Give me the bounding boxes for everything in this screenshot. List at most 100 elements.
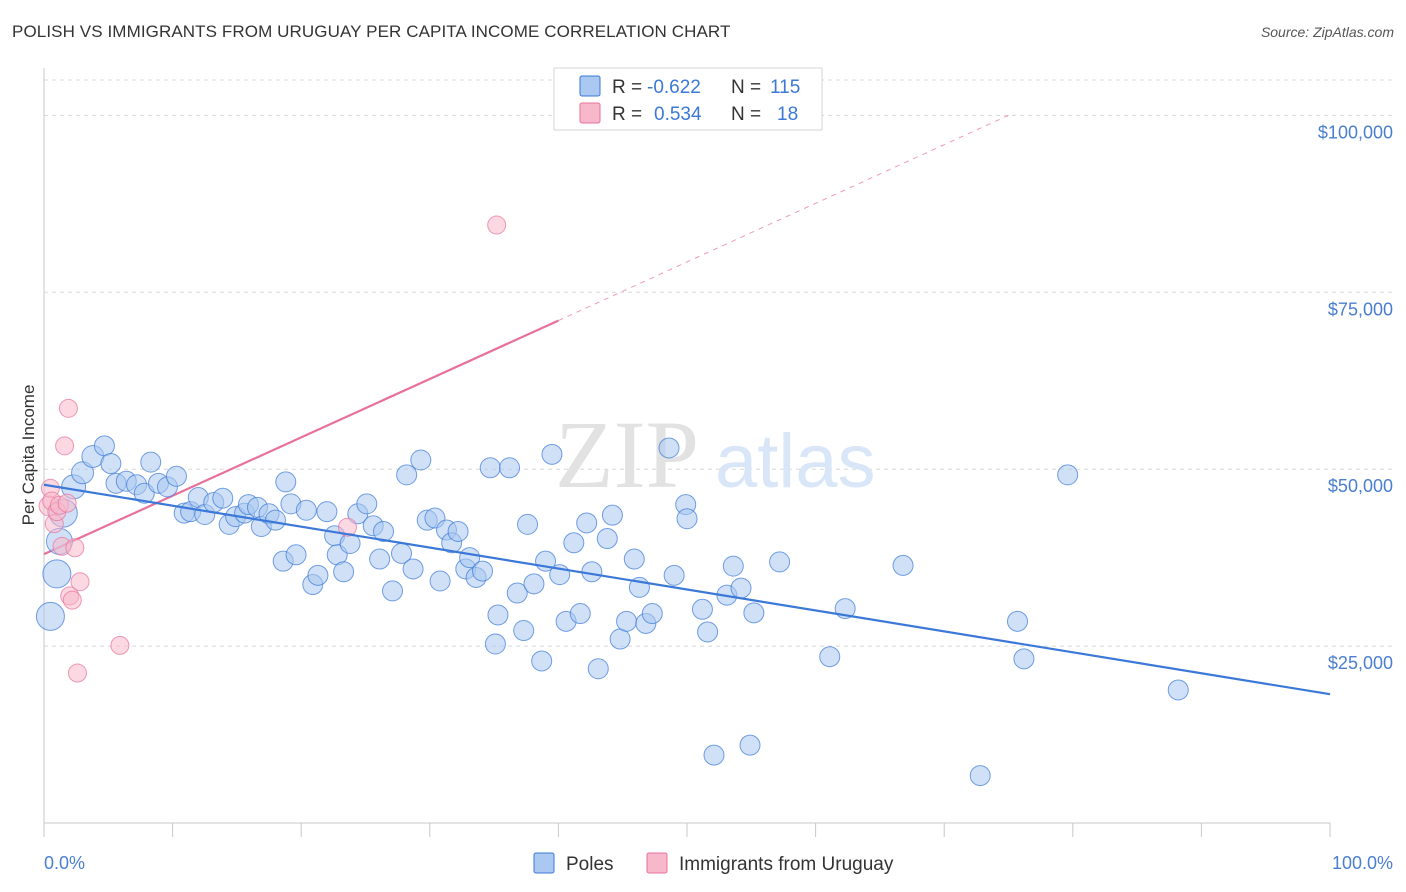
poles-point <box>663 564 685 586</box>
poles-point <box>100 453 122 475</box>
uruguay-point <box>55 436 75 456</box>
poles-trend-line <box>43 483 1331 696</box>
poles-point <box>333 561 355 583</box>
poles-point <box>531 650 553 672</box>
uruguay-point <box>70 572 90 592</box>
poles-point <box>658 437 680 459</box>
poles-point <box>42 559 72 589</box>
legend-r-label-uruguay: R = <box>612 104 642 125</box>
poles-points <box>35 435 1189 787</box>
poles-point <box>35 601 65 631</box>
poles-point <box>697 621 719 643</box>
bottom-swatch-poles <box>533 852 555 874</box>
poles-point <box>410 449 432 471</box>
poles-point <box>641 603 663 625</box>
uruguay-trend-layer <box>43 114 1009 556</box>
poles-point <box>569 603 591 625</box>
poles-point <box>506 582 528 604</box>
poles-point <box>517 513 539 535</box>
correlation-legend: R = -0.622 N = 115 R = 0.534 N = 18 <box>553 67 823 131</box>
poles-point <box>285 544 307 566</box>
poles-point <box>609 628 631 650</box>
poles-point <box>307 564 329 586</box>
uruguay-point <box>487 215 507 235</box>
watermark-atlas: atlas <box>715 419 876 504</box>
poles-point <box>523 573 545 595</box>
legend-swatch-uruguay <box>579 102 601 124</box>
zipatlas-watermark: ZIP atlas <box>555 401 876 508</box>
poles-point <box>576 512 598 534</box>
x-tick-labels: 0.0% 100.0% <box>44 853 1393 873</box>
poles-point <box>264 509 286 531</box>
poles-point <box>739 734 761 756</box>
poles-point <box>1007 610 1029 632</box>
uruguay-point <box>67 663 87 683</box>
poles-point <box>140 451 162 473</box>
poles-point <box>396 464 418 486</box>
legend-n-value-poles: 115 <box>770 77 800 98</box>
poles-point <box>541 443 563 465</box>
legend-n-label-poles: N = <box>731 77 761 98</box>
poles-point <box>596 528 618 550</box>
legend-n-label-uruguay: N = <box>731 104 761 125</box>
poles-point <box>93 435 115 457</box>
poles-point <box>429 570 451 592</box>
poles-point <box>730 577 752 599</box>
y-tick-label-3: $100,000 <box>1318 122 1393 142</box>
legend-swatch-poles <box>579 75 601 97</box>
legend-r-value-poles: -0.622 <box>647 77 701 98</box>
uruguay-points <box>38 215 507 683</box>
poles-point <box>769 551 791 573</box>
legend-r-value-uruguay: 0.534 <box>654 104 702 125</box>
watermark-zip: ZIP <box>555 401 699 508</box>
poles-point <box>472 560 494 582</box>
poles-point <box>1013 648 1035 670</box>
legend-n-value-uruguay: 18 <box>777 104 798 125</box>
poles-point <box>275 471 297 493</box>
y-tick-labels: $25,000 $50,000 $75,000 $100,000 <box>1318 122 1393 673</box>
poles-point <box>703 744 725 766</box>
x-tick-label-0: 0.0% <box>44 853 85 873</box>
uruguay-point <box>62 590 82 610</box>
poles-point <box>819 646 841 668</box>
poles-point <box>513 620 535 642</box>
x-tick-label-1: 100.0% <box>1332 853 1393 873</box>
poles-point <box>623 548 645 570</box>
poles-point <box>356 493 378 515</box>
source-label: Source: ZipAtlas.com <box>1260 24 1394 40</box>
poles-point <box>601 504 623 526</box>
uruguay-point <box>65 538 85 558</box>
poles-point <box>316 501 338 523</box>
y-tick-label-1: $50,000 <box>1328 476 1393 496</box>
poles-point <box>402 558 424 580</box>
uruguay-point <box>58 398 78 418</box>
uruguay-point <box>57 493 77 513</box>
poles-point <box>487 604 509 626</box>
chart-title: POLISH VS IMMIGRANTS FROM URUGUAY PER CA… <box>12 22 731 41</box>
poles-point <box>691 598 713 620</box>
poles-point <box>892 554 914 576</box>
poles-point <box>212 487 234 509</box>
uruguay-point <box>337 517 357 537</box>
poles-point <box>722 555 744 577</box>
bottom-legend-uruguay: Immigrants from Uruguay <box>679 854 894 875</box>
poles-point <box>165 465 187 487</box>
axes <box>43 68 1331 837</box>
uruguay-point <box>110 635 130 655</box>
poles-point <box>369 548 391 570</box>
poles-point <box>1057 464 1079 486</box>
poles-point <box>484 633 506 655</box>
poles-point <box>743 602 765 624</box>
uruguay-trend-line <box>43 319 559 556</box>
poles-point <box>616 610 638 632</box>
series-legend: Poles Immigrants from Uruguay <box>533 852 894 875</box>
poles-point <box>563 532 585 554</box>
gridlines <box>44 79 1392 647</box>
poles-trend-layer <box>43 483 1331 696</box>
poles-point <box>373 520 395 542</box>
poles-point <box>1167 679 1189 701</box>
poles-point <box>676 508 698 530</box>
poles-point <box>295 499 317 521</box>
bottom-swatch-uruguay <box>646 852 668 874</box>
